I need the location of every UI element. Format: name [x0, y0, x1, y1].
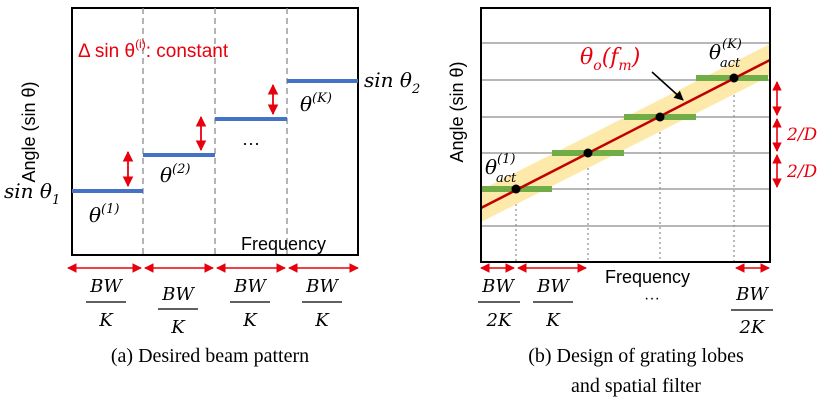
svg-text:2K: 2K — [739, 317, 766, 338]
label-theta-act-1: θ (1) act — [485, 152, 517, 186]
svg-text:K: K — [170, 317, 186, 338]
panel-a-beam-steps — [72, 79, 358, 193]
panel-a-title: Δ sin θ(i): constant — [78, 37, 229, 62]
svg-text:K: K — [314, 310, 330, 331]
panel-a-y-label: Angle (sin θ) — [19, 81, 39, 182]
svg-text:BW: BW — [536, 276, 570, 297]
lobe-point-1 — [511, 184, 521, 194]
svg-text:BW: BW — [233, 276, 267, 297]
panel-a-fraction-3: BW K — [230, 276, 270, 331]
spacing-label-2: 2/D — [786, 162, 818, 182]
svg-text:(1): (1) — [497, 152, 515, 167]
label-theta-act-k: θ (K) act — [709, 37, 742, 71]
svg-text:BW: BW — [735, 284, 769, 305]
svg-text:θ: θ — [709, 40, 721, 64]
panel-b-caption-line-2: and spatial filter — [571, 375, 701, 397]
lobe-point-3 — [655, 112, 665, 122]
lobe-point-4 — [729, 73, 739, 83]
svg-text:θ: θ — [485, 155, 497, 179]
panel-a-fraction-4: BW K — [302, 276, 342, 331]
label-sin-theta-1: sin θ1 — [4, 179, 60, 208]
svg-text:2K: 2K — [486, 310, 513, 331]
svg-text:BW: BW — [161, 284, 195, 305]
svg-text:BW: BW — [89, 276, 123, 297]
panel-a-step-arrows — [122, 83, 279, 188]
panel-a: Δ sin θ(i): constant Angle (sin θ) sin θ… — [4, 7, 420, 367]
svg-text:act: act — [720, 56, 741, 71]
panel-b-y-label: Angle (sin θ) — [447, 61, 467, 162]
panel-a-caption: (a) Desired beam pattern — [111, 345, 309, 367]
lobe-point-2 — [583, 148, 593, 158]
panel-b: θo(fm) θ (1) act θ (K) act Angle (sin θ)… — [447, 7, 818, 397]
panel-a-fraction-2: BW K — [158, 284, 198, 338]
panel-a-ellipsis: ··· — [242, 133, 260, 153]
panel-b-fraction-1: BW 2K — [478, 276, 520, 331]
panel-b-x-label: Frequency — [605, 267, 690, 287]
svg-text:act: act — [496, 171, 517, 186]
label-theta-1: θ(1) — [89, 202, 119, 227]
title-sup: (i) — [135, 37, 146, 51]
curve-label: θo(fm) — [580, 45, 640, 74]
panel-b-frame — [480, 7, 771, 263]
svg-text:K: K — [242, 310, 258, 331]
title-suffix: : constant — [146, 41, 229, 62]
lobe-points — [511, 73, 739, 194]
spacing-label-1: 2/D — [786, 125, 818, 145]
panel-b-ellipsis: ··· — [644, 290, 660, 307]
title-delta: Δ sin θ — [78, 41, 135, 62]
curve-pointer-arrow — [651, 71, 684, 101]
svg-text:(K): (K) — [722, 37, 742, 52]
svg-text:BW: BW — [481, 276, 515, 297]
svg-text:K: K — [545, 310, 561, 331]
svg-text:BW: BW — [305, 276, 339, 297]
panel-b-caption-line-1: (b) Design of grating lobes — [528, 345, 744, 367]
svg-text:K: K — [98, 310, 114, 331]
label-theta-2: θ(2) — [160, 162, 190, 187]
panel-b-fraction-3: BW 2K — [731, 284, 773, 338]
panel-a-fraction-1: BW K — [86, 276, 126, 331]
panel-a-x-label: Frequency — [241, 234, 326, 254]
theta-o-line — [480, 58, 771, 210]
panel-b-dotted-lines — [515, 80, 735, 262]
label-theta-k: θ(K) — [300, 91, 332, 116]
panel-b-fraction-2: BW K — [533, 276, 573, 331]
panel-a-dividers — [142, 8, 288, 255]
label-sin-theta-2: sin θ2 — [364, 68, 420, 97]
